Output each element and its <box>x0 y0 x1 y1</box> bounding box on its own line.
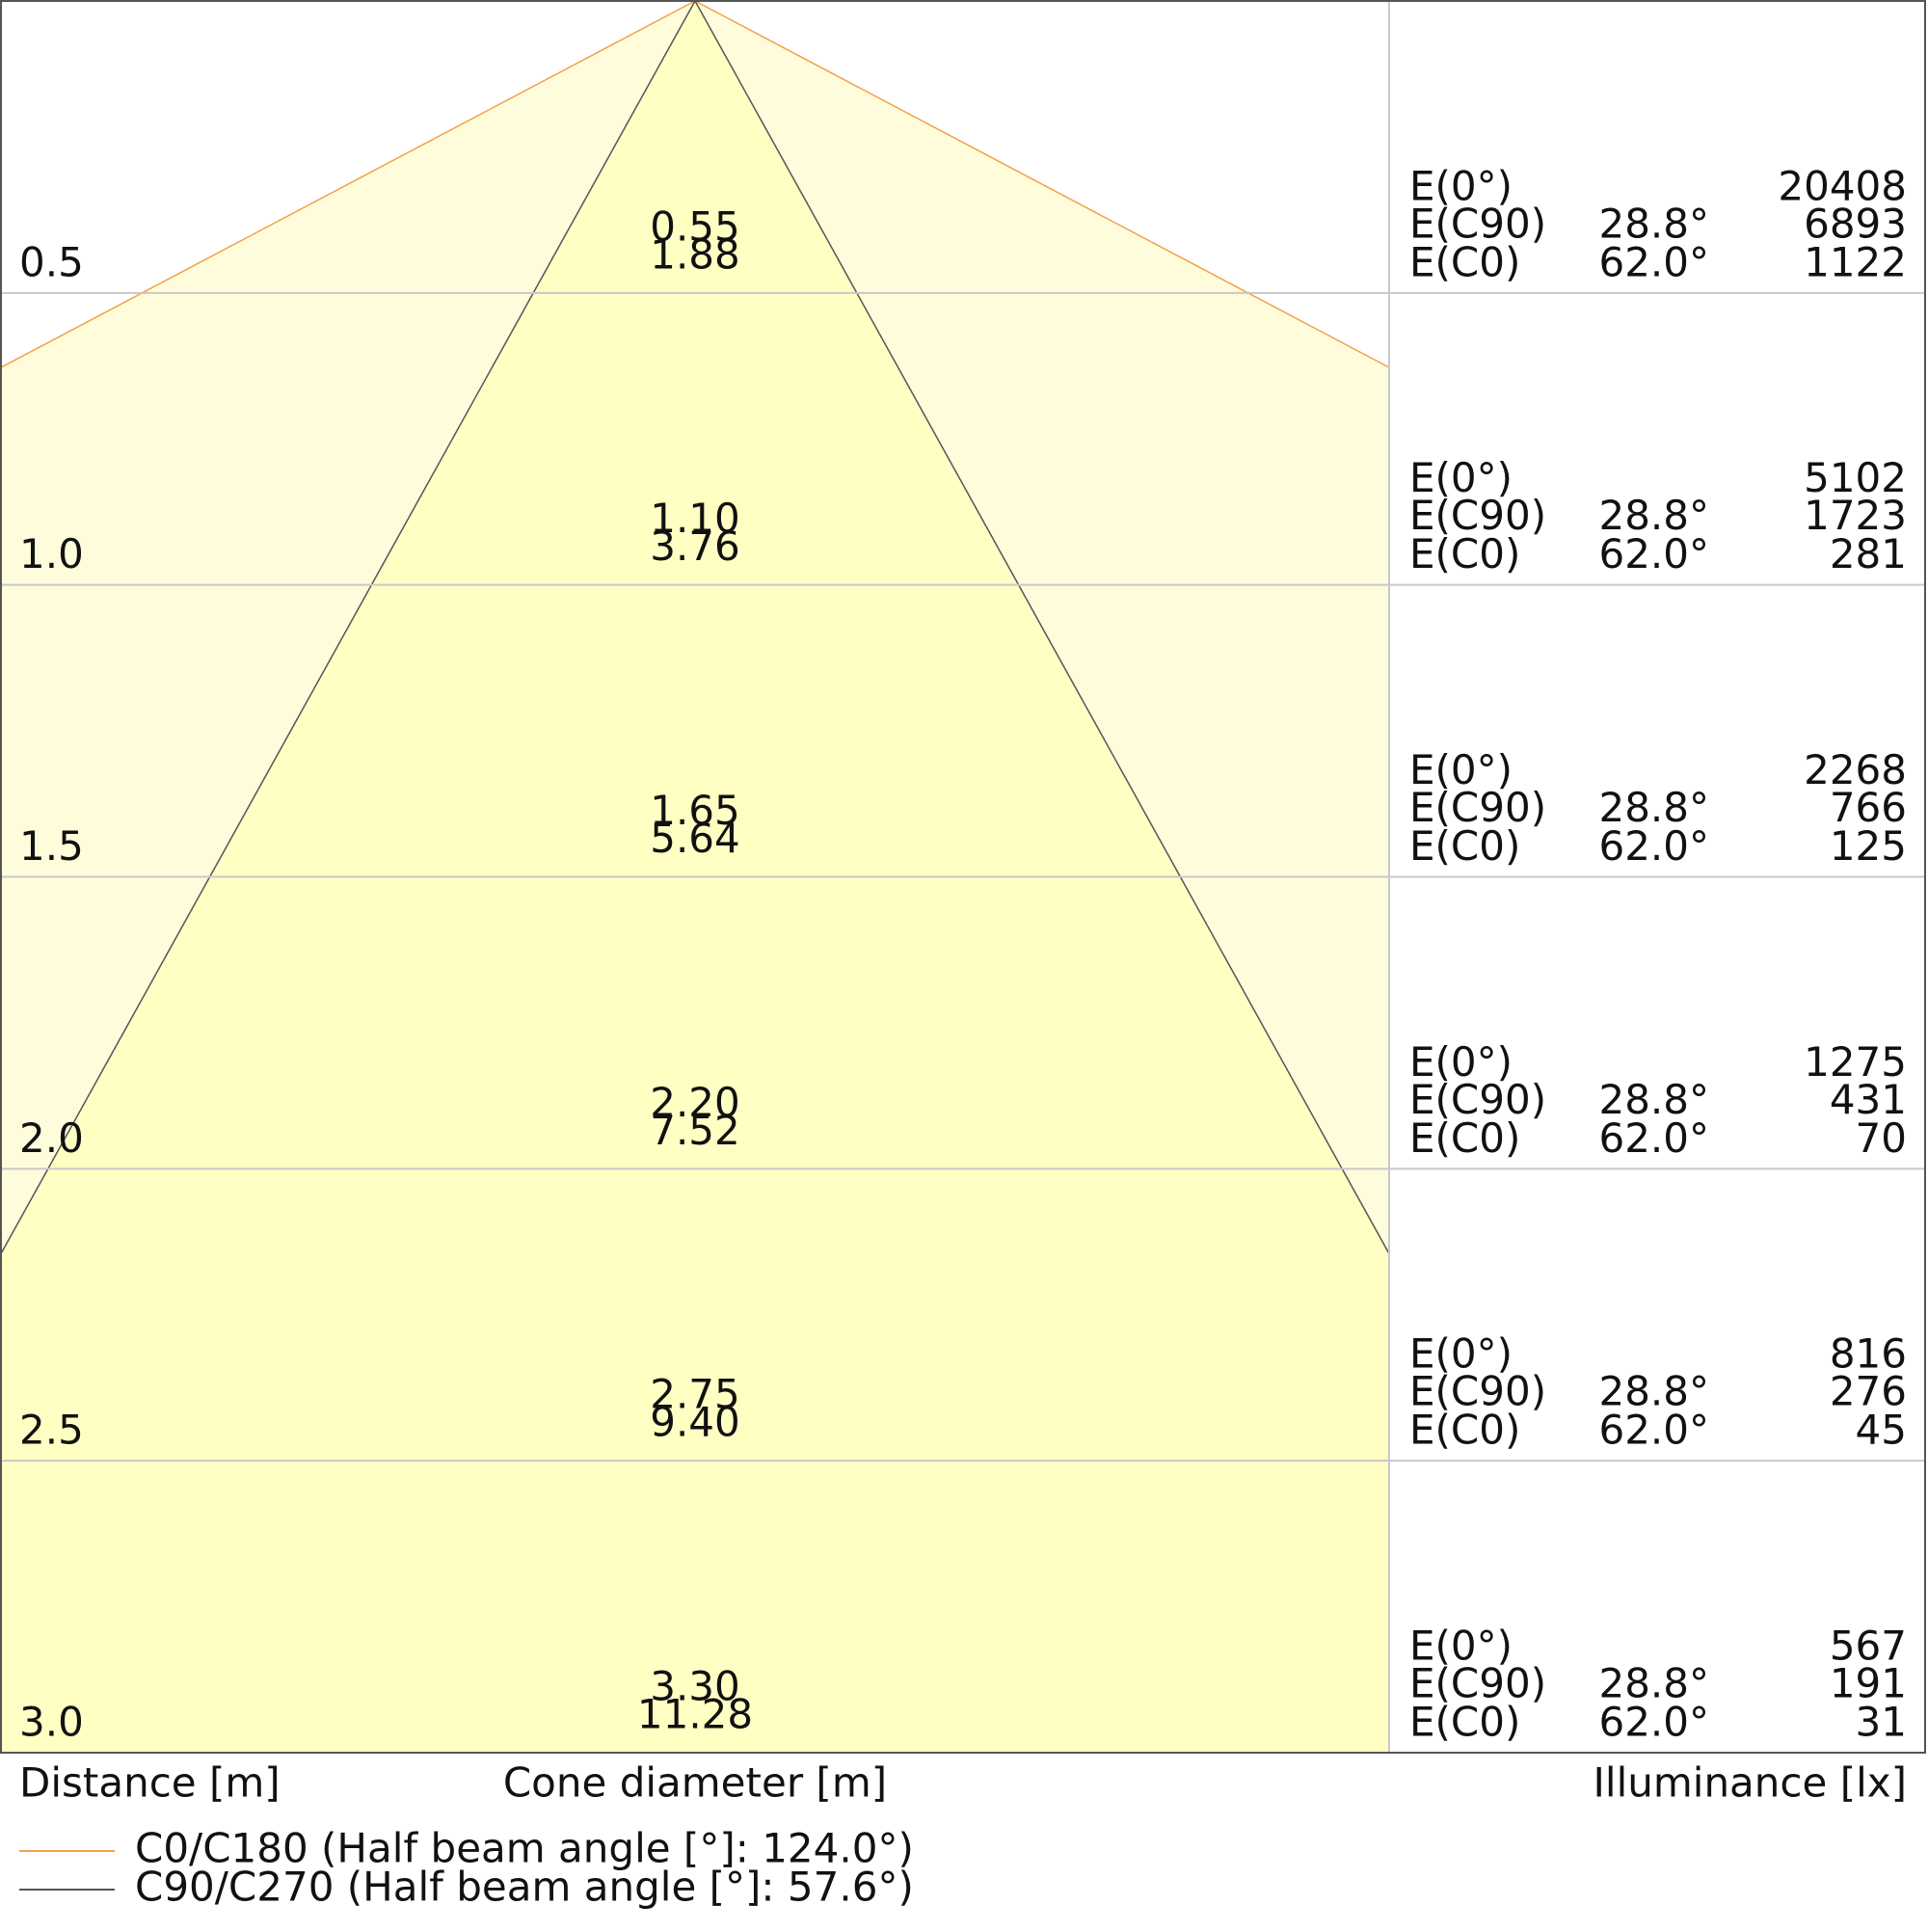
illuminance-name: E(0°) <box>1409 162 1513 209</box>
illuminance-angle: 62.0° <box>1598 1699 1709 1746</box>
illuminance-value: 6893 <box>1804 200 1907 247</box>
illuminance-value: 2268 <box>1804 746 1907 793</box>
diameter-label: 9.40 <box>650 1399 740 1446</box>
legend-label: C0/C180 (Half beam angle [°]: 124.0°) <box>135 1825 914 1872</box>
y-tick-label: 1.5 <box>19 822 84 870</box>
diameter-label: 1.65 <box>650 787 740 834</box>
diameter-label: 3.76 <box>650 523 740 570</box>
illuminance-name: E(C0) <box>1409 238 1520 285</box>
illuminance-name: E(0°) <box>1409 1038 1513 1086</box>
illuminance-angle: 28.8° <box>1598 200 1709 247</box>
diameter-label: 11.28 <box>637 1691 753 1738</box>
legend-label: C90/C270 (Half beam angle [°]: 57.6°) <box>135 1864 914 1911</box>
illuminance-value: 766 <box>1830 784 1907 831</box>
illuminance-name: E(0°) <box>1409 1623 1513 1670</box>
illuminance-name: E(C90) <box>1409 200 1546 247</box>
table-label: Illuminance [lx] <box>1593 1759 1907 1807</box>
y-tick-label: 1.0 <box>19 530 84 577</box>
diameter-label: 1.88 <box>650 230 740 278</box>
illuminance-name: E(C0) <box>1409 822 1520 870</box>
diameter-label: 0.55 <box>650 202 740 250</box>
y-tick-label: 3.0 <box>19 1699 84 1746</box>
illuminance-angle: 28.8° <box>1598 1076 1709 1123</box>
illuminance-value: 816 <box>1830 1330 1907 1378</box>
illuminance-name: E(C90) <box>1409 784 1546 831</box>
illuminance-value: 1122 <box>1804 238 1907 285</box>
illuminance-angle: 28.8° <box>1598 1660 1709 1707</box>
illuminance-value: 20408 <box>1778 162 1907 209</box>
illuminance-angle: 28.8° <box>1598 784 1709 831</box>
illuminance-name: E(0°) <box>1409 1330 1513 1378</box>
diameter-label: 3.30 <box>650 1663 740 1710</box>
illuminance-value: 567 <box>1830 1623 1907 1670</box>
illuminance-value: 191 <box>1830 1660 1907 1707</box>
diameter-label: 2.75 <box>650 1371 740 1418</box>
diameter-label: 1.10 <box>650 495 740 542</box>
illuminance-value: 5102 <box>1804 454 1907 501</box>
diameter-label: 7.52 <box>650 1107 740 1154</box>
illuminance-name: E(C90) <box>1409 1368 1546 1415</box>
illuminance-angle: 62.0° <box>1598 1114 1709 1162</box>
y-tick-label: 0.5 <box>19 238 84 285</box>
diameter-label: 2.20 <box>650 1079 740 1126</box>
illuminance-name: E(C90) <box>1409 1076 1546 1123</box>
illuminance-name: E(0°) <box>1409 746 1513 793</box>
illuminance-value: 125 <box>1830 822 1907 870</box>
illuminance-angle: 62.0° <box>1598 1407 1709 1454</box>
illuminance-name: E(C90) <box>1409 492 1546 539</box>
y-tick-label: 2.5 <box>19 1407 84 1454</box>
illuminance-angle: 62.0° <box>1598 822 1709 870</box>
y-tick-label: 2.0 <box>19 1114 84 1162</box>
frame <box>0 0 1926 1754</box>
illuminance-value: 1723 <box>1804 492 1907 539</box>
y-axis-label: Distance [m] <box>19 1759 281 1807</box>
illuminance-name: E(C0) <box>1409 1114 1520 1162</box>
illuminance-name: E(C90) <box>1409 1660 1546 1707</box>
illuminance-name: E(C0) <box>1409 530 1520 577</box>
diameter-label: 5.64 <box>650 815 740 862</box>
illuminance-angle: 28.8° <box>1598 492 1709 539</box>
illuminance-name: E(C0) <box>1409 1407 1520 1454</box>
illuminance-value: 31 <box>1856 1699 1907 1746</box>
x-axis-label: Cone diameter [m] <box>503 1759 887 1807</box>
illuminance-value: 70 <box>1856 1114 1907 1162</box>
illuminance-value: 1275 <box>1804 1038 1907 1086</box>
illuminance-angle: 28.8° <box>1598 1368 1709 1415</box>
illuminance-angle: 62.0° <box>1598 530 1709 577</box>
illuminance-name: E(C0) <box>1409 1699 1520 1746</box>
illuminance-value: 45 <box>1856 1407 1907 1454</box>
illuminance-name: E(0°) <box>1409 454 1513 501</box>
illuminance-angle: 62.0° <box>1598 238 1709 285</box>
illuminance-value: 431 <box>1830 1076 1907 1123</box>
illuminance-value: 281 <box>1830 530 1907 577</box>
illuminance-value: 276 <box>1830 1368 1907 1415</box>
